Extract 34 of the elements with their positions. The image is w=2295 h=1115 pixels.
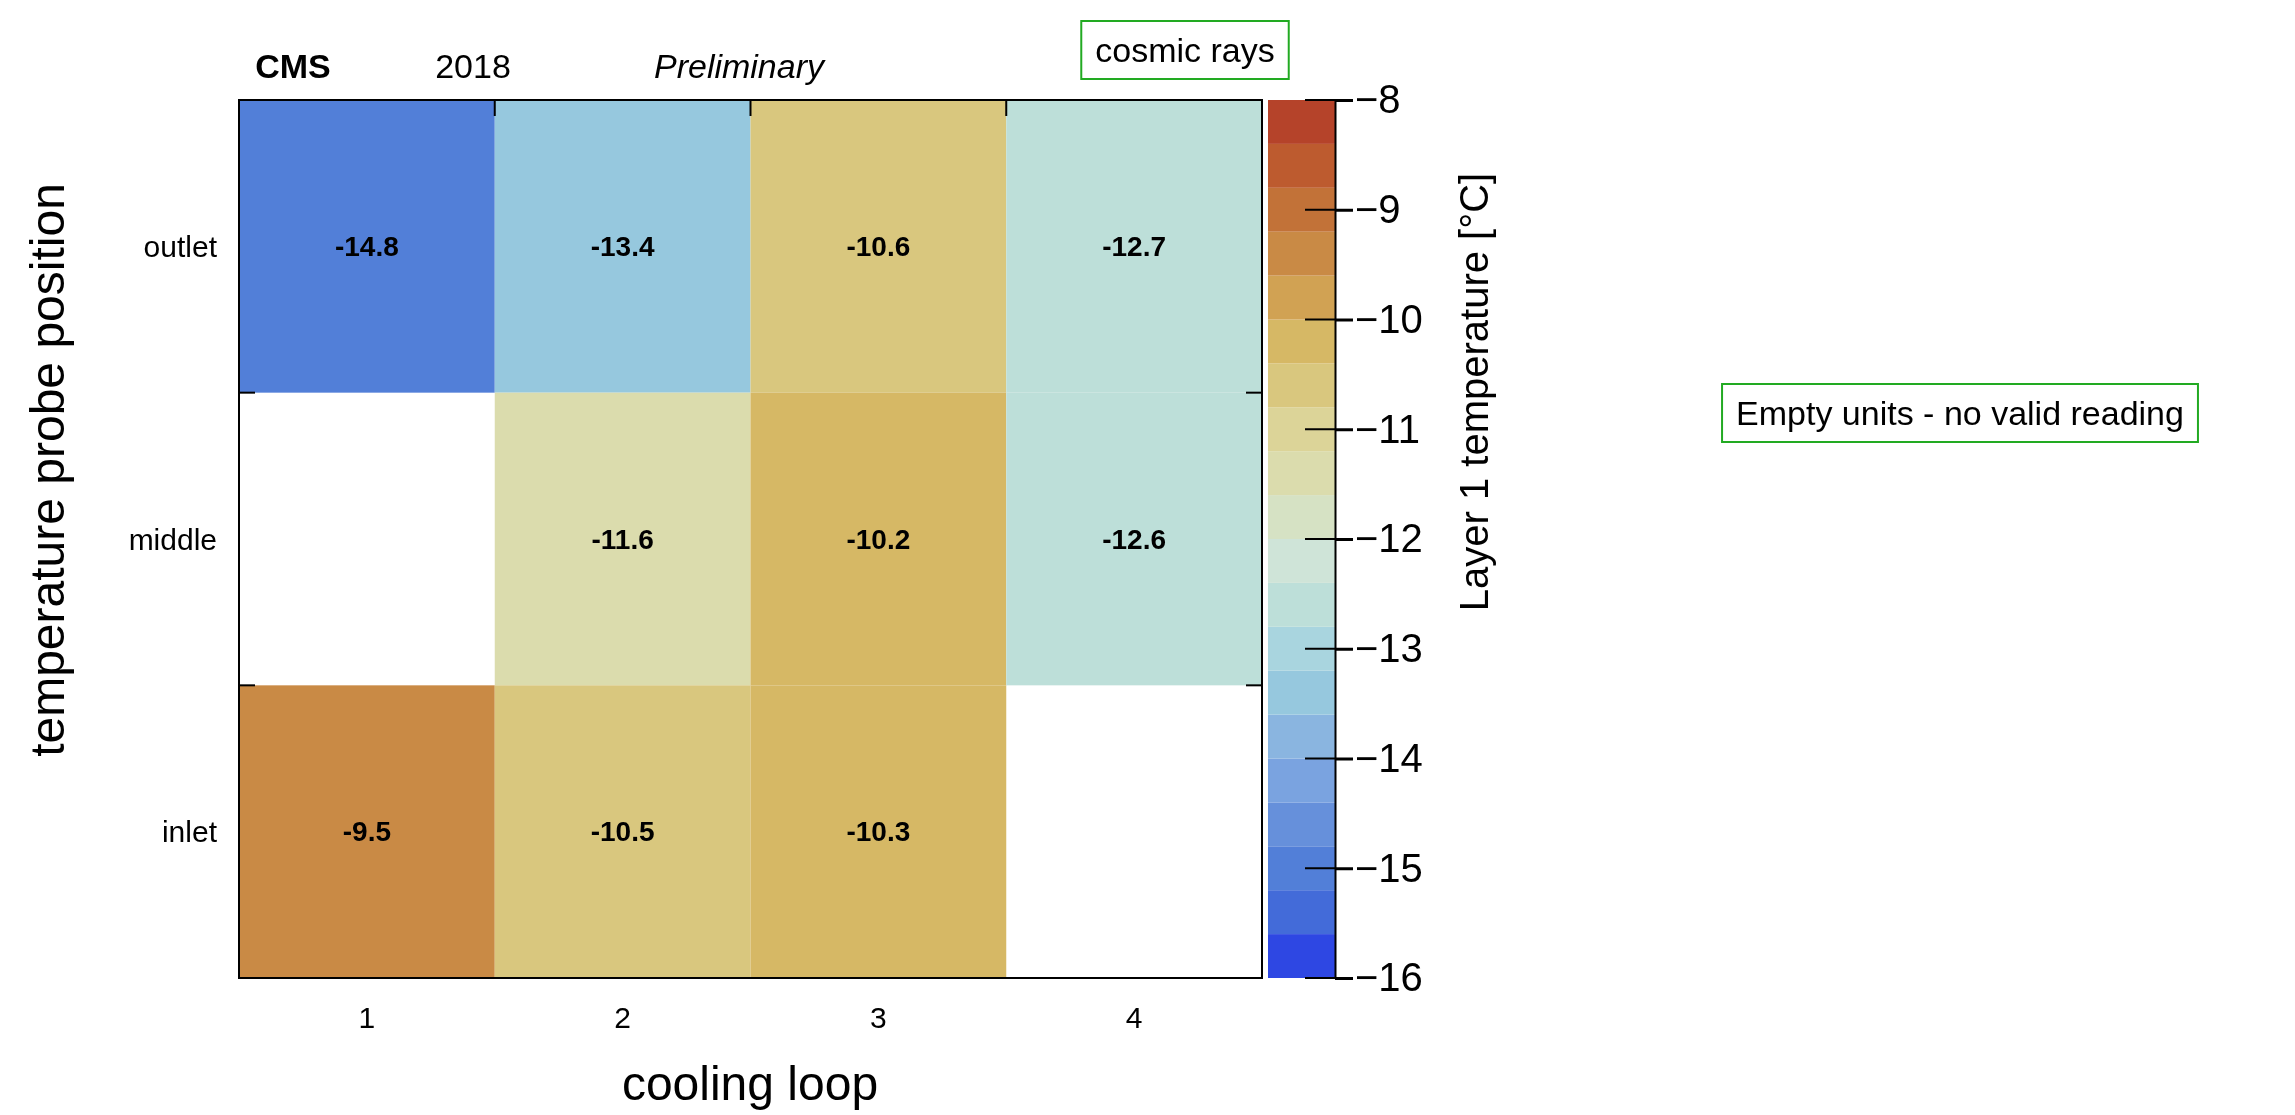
color-bar-title: Layer 1 temperature [°C] [1452,172,1496,612]
text: Empty units - no valid reading [1736,394,2184,432]
color-bar-label: −11 [1355,406,1420,451]
data-label: -10.2 [846,523,911,555]
x-tick-label: 4 [1125,1001,1143,1034]
data-label: -10.6 [846,231,911,263]
data-label: -9.5 [342,816,391,848]
color-bar-label: −13 [1355,626,1423,671]
y-tick-label: middle [128,522,217,556]
y-tick-label: inlet [161,815,218,849]
data-label: -14.8 [334,231,399,263]
y-axis-title: temperature probe position [21,183,74,757]
text: cosmic rays [1095,31,1275,69]
data-label: -11.6 [591,523,654,555]
data-label: -13.4 [590,231,655,263]
color-bar-label: −12 [1355,516,1423,561]
data-label: -10.3 [846,816,911,848]
x-axis-title: cooling loop [621,1057,879,1110]
color-bar-label: −9 [1355,187,1401,232]
data-label: -10.5 [590,816,655,848]
color-bar-label: −15 [1355,845,1423,890]
text: Preliminary [653,47,827,85]
x-tick-label: 3 [870,1001,887,1034]
color-bar-label: −16 [1355,955,1423,1000]
text: 2018 [435,47,511,85]
color-bar-label: −14 [1355,735,1423,780]
color-bar-label: −8 [1355,77,1401,122]
color-bar-label: −10 [1355,296,1423,341]
x-tick-label: 2 [614,1001,631,1034]
data-label: -12.7 [1102,231,1167,263]
y-tick-label: outlet [143,229,218,263]
text: CMS [255,47,331,85]
data-label: -12.6 [1102,523,1167,555]
x-tick-label: 1 [358,1001,376,1034]
